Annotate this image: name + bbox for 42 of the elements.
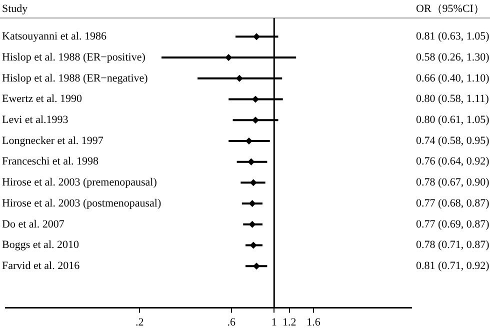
x-tick-label: 1.6 — [306, 316, 321, 328]
point — [253, 262, 260, 270]
point — [248, 221, 256, 228]
y-tick-label: Ewertz et al. 1990 — [2, 93, 83, 106]
point — [253, 33, 260, 40]
data-label: 0.76 (0.64, 0.92) — [416, 156, 490, 168]
y-tick-label: Boggs et al. 2010 — [2, 239, 80, 252]
data-label: 0.81 (0.63, 1.05) — [416, 30, 490, 43]
x-tick-label: .6 — [227, 316, 236, 328]
point — [246, 138, 252, 144]
data-label: 0.77 (0.69, 0.87) — [416, 218, 490, 230]
data-label: 0.66 (0.40, 1.10) — [416, 72, 490, 84]
text: OR（95%CI） — [416, 2, 484, 15]
y-tick-label: Levi et al.1993 — [2, 114, 69, 126]
data-label: 0.81 (0.71, 0.92) — [416, 260, 490, 272]
x-tick-label: 1 — [271, 316, 277, 328]
point — [252, 96, 259, 103]
y-axis-title: Study — [2, 2, 28, 15]
y-tick-label: Farvid et al. 2016 — [2, 260, 80, 272]
data-label: 0.74 (0.58, 0.95) — [416, 134, 490, 147]
data-label: 0.78 (0.71, 0.87) — [416, 239, 490, 252]
y-tick-label: Hirose et al. 2003 (postmenopausal) — [2, 197, 162, 210]
x-tick-label: 1.2 — [282, 316, 296, 328]
data-label: 0.80 (0.61, 1.05) — [416, 114, 490, 126]
data-label: 0.80 (0.58, 1.11) — [416, 93, 490, 106]
data-label: 0.58 (0.26, 1.30) — [416, 51, 490, 64]
point — [250, 179, 257, 186]
point — [236, 75, 243, 82]
y-tick-label: Katsouyanni et al. 1986 — [2, 30, 107, 43]
y-tick-label: Hislop et al. 1988 (ER−positive) — [2, 51, 146, 64]
point — [250, 242, 257, 249]
y-tick-label: Do et al. 2007 — [2, 218, 65, 230]
data-label: 0.78 (0.67, 0.90) — [416, 176, 490, 189]
y-tick-label: Longnecker et al. 1997 — [2, 134, 104, 147]
point — [252, 116, 259, 124]
y-tick-label: Hirose et al. 2003 (premenopausal) — [2, 176, 158, 189]
y-tick-label: Franceschi et al. 1998 — [2, 156, 100, 168]
point — [248, 200, 256, 207]
data-label: 0.77 (0.68, 0.87) — [416, 197, 490, 210]
x-tick-label: .2 — [135, 316, 144, 328]
y-tick-label: Hislop et al. 1988 (ER−negative) — [2, 72, 148, 84]
point — [248, 158, 254, 166]
